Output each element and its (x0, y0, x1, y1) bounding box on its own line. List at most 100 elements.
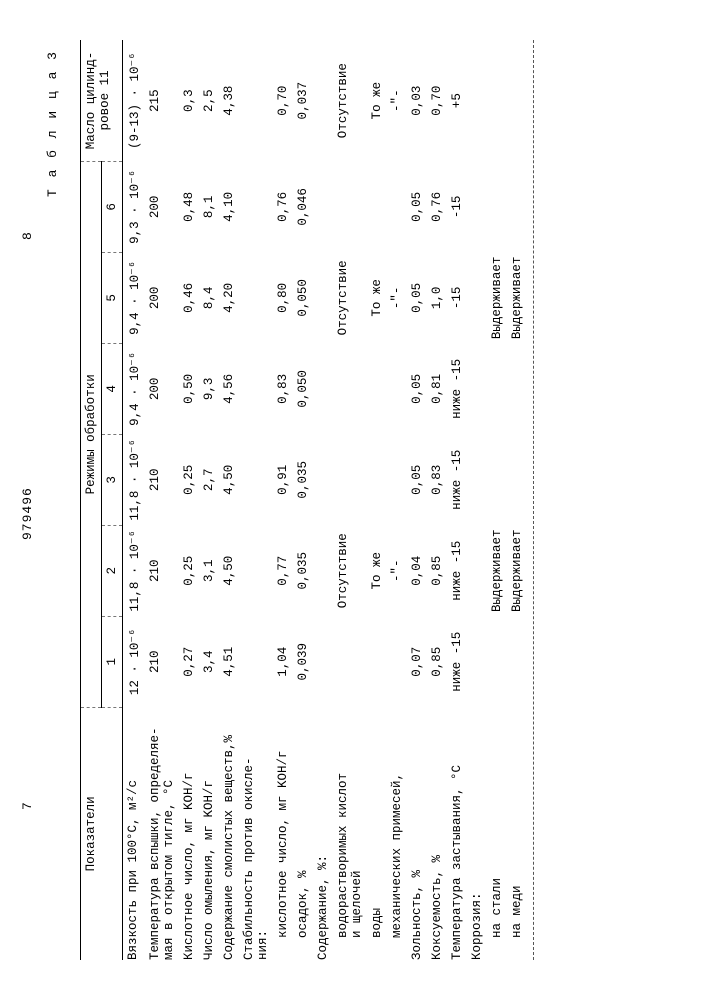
row-label: Зольность, % (407, 707, 427, 960)
cell: 3,4 (199, 616, 219, 707)
row-label: Содержание, %: (313, 707, 333, 960)
table-row: Температура застывания, °Сниже -15ниже -… (447, 40, 467, 960)
cell: -15 (447, 252, 467, 343)
page-number-right: 8 (20, 232, 35, 240)
table-row: Коксуемость, %0,850,850,830,811,00,760,7… (427, 40, 447, 960)
cell: 0,3 (179, 40, 199, 161)
cell (467, 252, 487, 343)
row-label: Коксуемость, % (427, 707, 447, 960)
cell: 0,83 (427, 434, 447, 525)
table-row: Число омыления, мг KOH/г3,43,12,79,38,48… (199, 40, 219, 960)
cell-span-4-6: То же (367, 161, 387, 434)
cell (239, 40, 273, 161)
row-label: Число омыления, мг KOH/г (199, 707, 219, 960)
table-bottom-border (533, 40, 534, 960)
cell (239, 161, 273, 252)
cell: 0,05 (407, 343, 427, 434)
row-label: Коррозия: (467, 707, 487, 960)
table-row: кислотное число, мг KOH/г1,040,770,910,8… (273, 40, 293, 960)
cell (313, 434, 333, 525)
cell-span-1-3: Отсутствие (333, 434, 367, 707)
cell (313, 252, 333, 343)
cell: 11,8 · 10⁻⁶ (123, 434, 146, 525)
page-number-left: 7 (20, 802, 35, 810)
cell: ниже -15 (447, 343, 467, 434)
cell: 4,51 (219, 616, 239, 707)
cell: 0,04 (407, 525, 427, 616)
cell: 12 · 10⁻⁶ (123, 616, 146, 707)
cell: 0,46 (179, 252, 199, 343)
cell: 2,5 (199, 40, 219, 161)
cell: 1,0 (427, 252, 447, 343)
cell: 0,039 (293, 616, 313, 707)
cell-span-4-6: Отсутствие (333, 161, 367, 434)
cell: 8,1 (199, 161, 219, 252)
cell: 210 (145, 616, 179, 707)
header-modes: Режимы обработки (81, 161, 102, 707)
cell-col-7 (507, 40, 527, 161)
row-label: кислотное число, мг KOH/г (273, 707, 293, 960)
table-row: Вязкость при 100°С, м²/с12 · 10⁻⁶11,8 · … (123, 40, 146, 960)
cell-col-7: Отсутствие (333, 40, 367, 161)
cell (239, 252, 273, 343)
cell: 200 (145, 343, 179, 434)
table-row: водорастворимых кислот и щелочейОтсутств… (333, 40, 367, 960)
table-body: Вязкость при 100°С, м²/с12 · 10⁻⁶11,8 · … (123, 40, 528, 960)
cell: 0,83 (273, 343, 293, 434)
cell: 11,8 · 10⁻⁶ (123, 525, 146, 616)
cell (313, 343, 333, 434)
data-table: Показатели Режимы обработки Масло цилинд… (80, 40, 527, 960)
cell: 0,85 (427, 616, 447, 707)
cell: 9,4 · 10⁻⁶ (123, 343, 146, 434)
table-row: Стабильность против окисле- ния: (239, 40, 273, 960)
row-label: на меди (507, 707, 527, 960)
table-row: Зольность, %0,070,040,050,050,050,050,03 (407, 40, 427, 960)
cell: 0,046 (293, 161, 313, 252)
cell: -15 (447, 161, 467, 252)
row-label: водорастворимых кислот и щелочей (333, 707, 367, 960)
cell: 0,07 (407, 616, 427, 707)
cell: ниже -15 (447, 525, 467, 616)
cell: 0,25 (179, 434, 199, 525)
cell: 0,85 (427, 525, 447, 616)
cell: 0,70 (427, 40, 447, 161)
cell: 215 (145, 40, 179, 161)
cell: 0,050 (293, 252, 313, 343)
cell: 8,4 (199, 252, 219, 343)
header-col-4: 4 (102, 343, 123, 434)
cell: 4,10 (219, 161, 239, 252)
cell (467, 616, 487, 707)
cell: 9,3 (199, 343, 219, 434)
cell: 0,037 (293, 40, 313, 161)
cell-span-1-3: Выдерживает (487, 434, 507, 707)
cell: 0,05 (407, 252, 427, 343)
row-label: Температура вспышки, определяе- мая в от… (145, 707, 179, 960)
cell: 0,70 (273, 40, 293, 161)
cell: 9,4 · 10⁻⁶ (123, 252, 146, 343)
cell-span-1-3: -"- (387, 434, 407, 707)
header-cylinder-oil: Масло цилинд- ровое 11 (81, 40, 123, 161)
cell-col-7 (487, 40, 507, 161)
table-row: на медиВыдерживаетВыдерживает (507, 40, 527, 960)
table-row: Кислотное число, мг KOH/г0,270,250,250,5… (179, 40, 199, 960)
cell: (9-13) · 10⁻⁶ (123, 40, 146, 161)
cell: 0,035 (293, 525, 313, 616)
cell (467, 434, 487, 525)
table-row: Содержание, %: (313, 40, 333, 960)
table-row: на сталиВыдерживаетВыдерживает (487, 40, 507, 960)
cell: 0,91 (273, 434, 293, 525)
cell-col-7: -"- (387, 40, 407, 161)
cell: ниже -15 (447, 616, 467, 707)
cell-col-7: То же (367, 40, 387, 161)
table-row: Коррозия: (467, 40, 487, 960)
cell: 200 (145, 252, 179, 343)
header-col-2: 2 (102, 525, 123, 616)
cell: 0,81 (427, 343, 447, 434)
row-label: на стали (487, 707, 507, 960)
cell: 0,48 (179, 161, 199, 252)
header-indicators: Показатели (81, 707, 123, 960)
row-label: Температура застывания, °С (447, 707, 467, 960)
table-row: осадок, %0,0390,0350,0350,0500,0500,0460… (293, 40, 313, 960)
cell (467, 343, 487, 434)
cell: 0,76 (273, 161, 293, 252)
